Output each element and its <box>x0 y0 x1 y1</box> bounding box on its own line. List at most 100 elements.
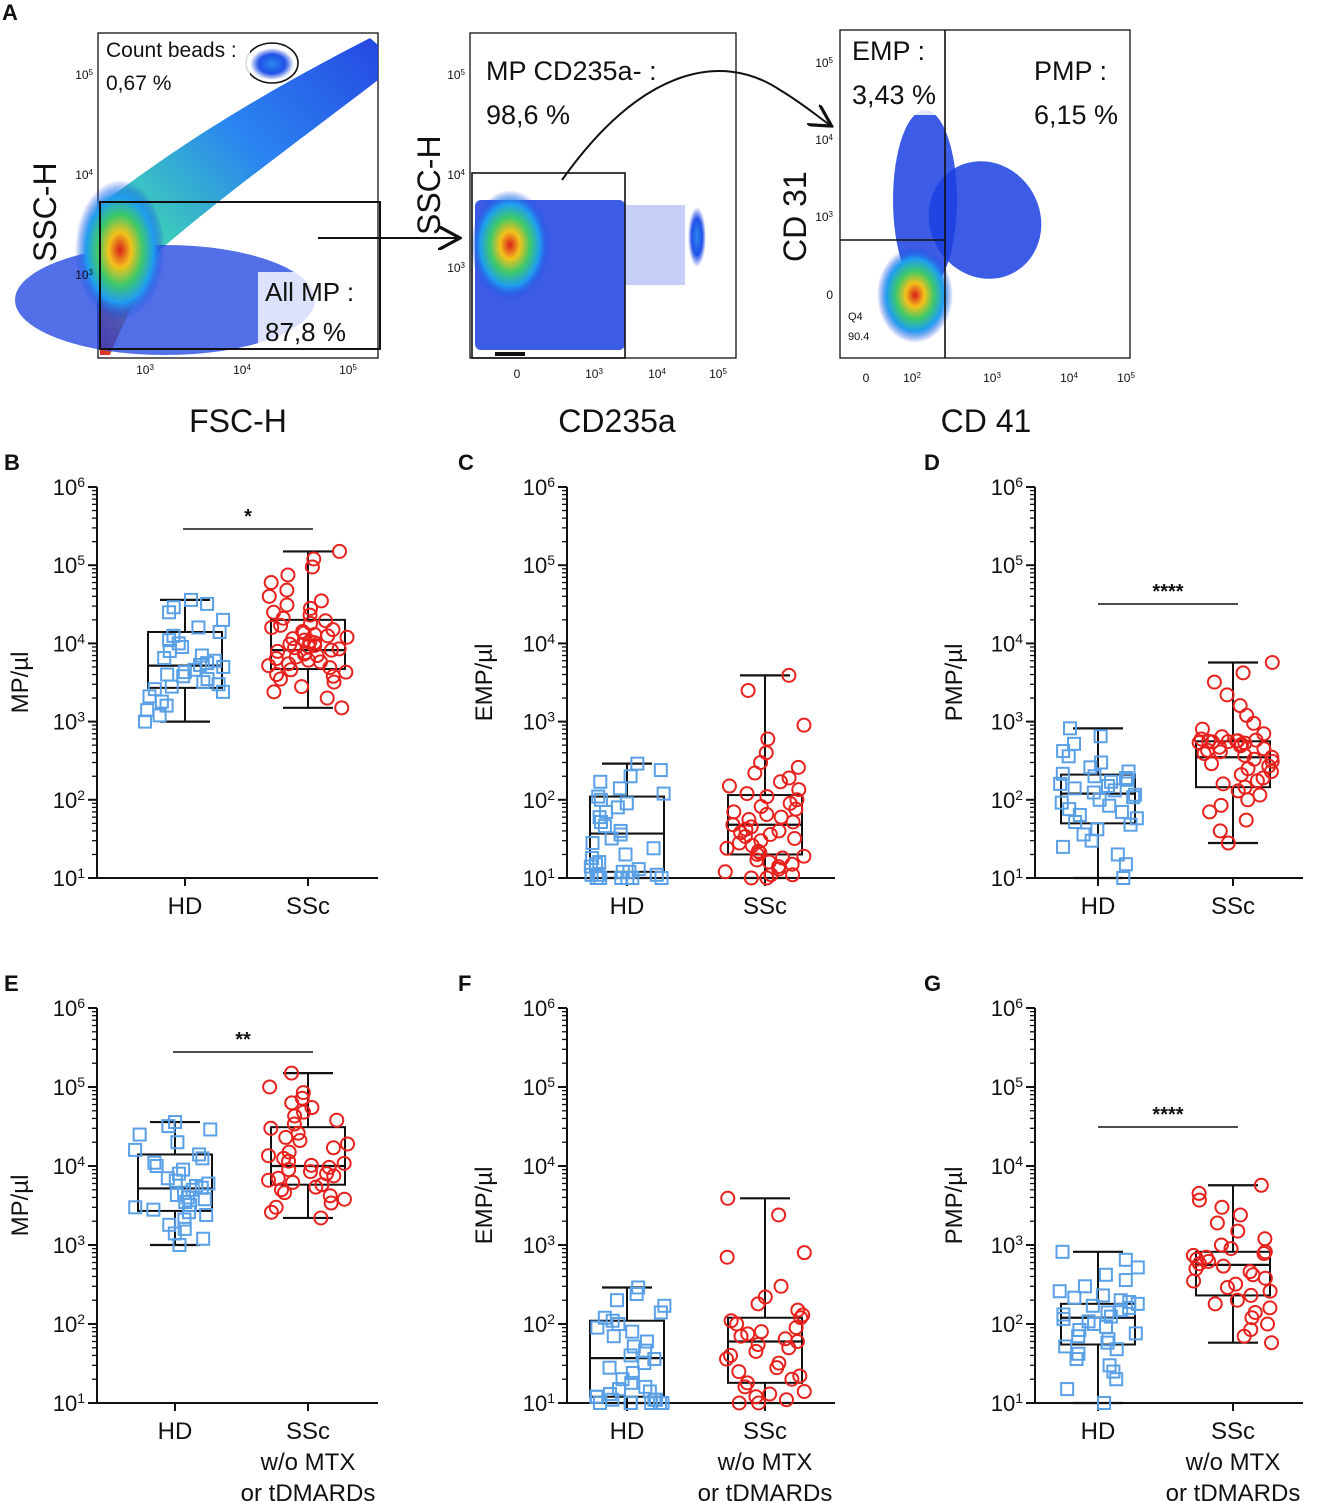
y-tick-label: 101 <box>523 1390 555 1416</box>
data-point <box>781 770 797 786</box>
data-point <box>609 1293 624 1308</box>
data-point <box>260 1148 276 1164</box>
data-point <box>182 1205 197 1220</box>
data-point <box>1260 1316 1276 1332</box>
flow3-xlabel: CD 41 <box>941 403 1032 439</box>
data-point <box>1213 1237 1229 1253</box>
data-point <box>1102 1358 1117 1373</box>
data-point <box>740 1326 756 1342</box>
data-point <box>619 796 634 811</box>
group-ssc: SSc w/o MTX or tDMARDs <box>698 1190 833 1501</box>
data-point <box>1243 1322 1259 1338</box>
flow1-bead-cloud <box>250 48 294 80</box>
data-point <box>749 852 765 868</box>
data-point <box>1262 1300 1278 1316</box>
group-hd: HD <box>589 1280 672 1445</box>
data-point <box>1219 687 1235 703</box>
data-point <box>642 1384 657 1399</box>
data-point <box>336 1191 352 1207</box>
data-point <box>1052 1284 1067 1299</box>
data-point <box>612 781 627 796</box>
y-tick-label: 105 <box>523 1074 555 1100</box>
group-ssc: SSc <box>261 543 355 920</box>
y-axis-label: PMP/µl <box>941 644 968 722</box>
y-tick-label: 102 <box>53 787 85 813</box>
data-point <box>171 1166 186 1181</box>
flow1-mp-gate <box>99 201 381 350</box>
data-point <box>603 1386 618 1401</box>
data-point <box>323 1195 339 1211</box>
data-point <box>196 675 211 690</box>
data-point <box>1206 674 1222 690</box>
data-point <box>1264 1335 1280 1351</box>
flow-xtick-label: 104 <box>648 367 666 382</box>
data-point <box>1114 1303 1129 1318</box>
box-iqr <box>270 1126 346 1186</box>
data-point <box>753 1324 769 1340</box>
data-point <box>1054 795 1069 810</box>
data-point <box>323 642 339 658</box>
data-point <box>269 643 285 659</box>
data-point <box>286 1116 302 1132</box>
flow-ytick-label: 0 <box>826 288 833 302</box>
data-point <box>176 1162 191 1177</box>
flow3-emp-pct: 3,43 % <box>852 80 936 110</box>
data-point <box>748 1343 764 1359</box>
data-point <box>1130 1260 1145 1275</box>
x-category-label: HD <box>158 1418 193 1445</box>
data-point <box>1256 741 1272 757</box>
data-point <box>778 1392 794 1408</box>
data-point <box>336 1155 352 1171</box>
data-point <box>180 1190 195 1205</box>
data-point <box>1235 665 1251 681</box>
data-point <box>1056 744 1071 759</box>
group-ssc: SSc <box>717 667 812 920</box>
panel-C: C 101 102 103 104 105 106 EMP/µl HD SSc <box>458 450 835 920</box>
y-tick-label: 104 <box>53 630 85 656</box>
data-point <box>656 786 671 801</box>
flow3-pmp-label: PMP : <box>1034 56 1107 86</box>
data-point <box>160 667 175 682</box>
flow-xtick-label: 105 <box>709 367 727 382</box>
data-point <box>790 759 806 775</box>
data-point <box>654 871 669 885</box>
data-point <box>285 1174 301 1190</box>
x-category-label: HD <box>1081 893 1116 920</box>
data-point <box>785 867 801 883</box>
data-point <box>1072 1322 1087 1337</box>
data-point <box>197 1192 212 1207</box>
data-point <box>201 1176 216 1191</box>
y-tick-label: 102 <box>991 1311 1023 1337</box>
data-point <box>1067 1290 1082 1305</box>
flow-xtick-label: 104 <box>1060 371 1078 386</box>
data-point <box>1212 823 1228 839</box>
data-point <box>159 698 174 713</box>
data-point <box>1202 804 1218 820</box>
data-point <box>1116 871 1131 885</box>
data-point <box>1122 1294 1137 1309</box>
data-point <box>261 658 277 674</box>
data-point <box>720 1190 736 1206</box>
data-point <box>1238 812 1254 828</box>
data-point <box>1114 804 1129 819</box>
flow3-q4-cloud <box>877 247 953 343</box>
data-point <box>290 1125 306 1141</box>
y-tick-label: 105 <box>991 1074 1023 1100</box>
y-tick-label: 101 <box>991 1390 1023 1416</box>
data-point <box>631 862 646 877</box>
data-point <box>1060 1382 1075 1397</box>
data-point <box>318 613 334 629</box>
data-point <box>200 672 215 687</box>
flow2-positive-cloud <box>688 207 706 267</box>
x-category-label: or tDMARDs <box>698 1480 833 1501</box>
x-category-label: HD <box>610 893 645 920</box>
data-point <box>1130 1296 1145 1311</box>
panel-letter: E <box>4 971 19 996</box>
data-point <box>1215 776 1231 792</box>
data-point <box>339 629 355 645</box>
data-point <box>287 640 303 656</box>
data-point <box>269 667 285 683</box>
data-point <box>719 840 735 856</box>
y-axis-label: PMP/µl <box>941 1167 968 1245</box>
data-point <box>262 1079 278 1095</box>
